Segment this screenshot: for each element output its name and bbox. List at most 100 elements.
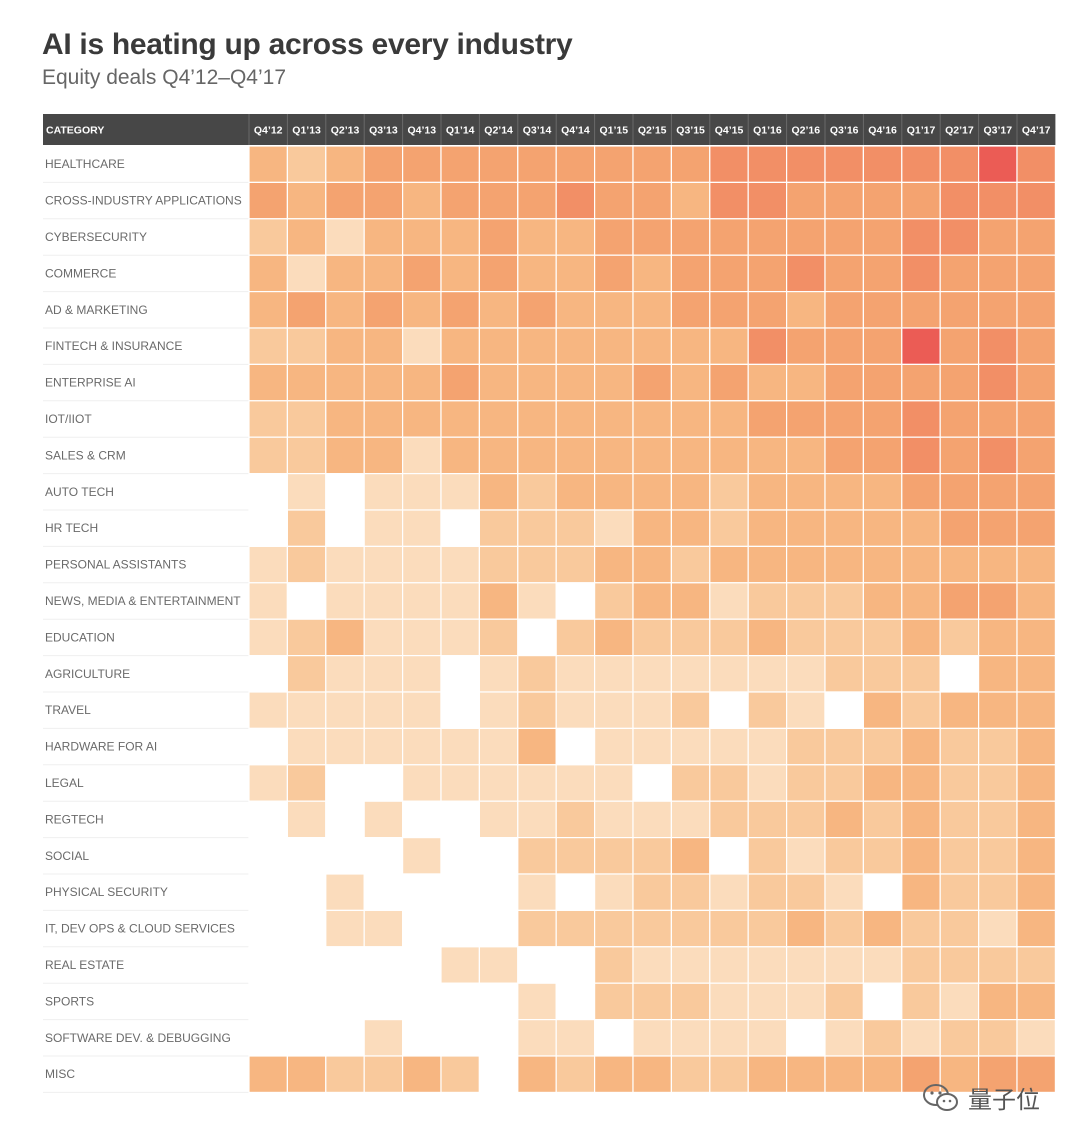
heatmap-cell xyxy=(747,654,788,693)
column-label: Q4’16 xyxy=(868,125,897,137)
column-label: Q1’15 xyxy=(599,125,628,137)
heatmap-cell xyxy=(440,181,481,220)
row-label: MISC xyxy=(45,1067,75,1081)
row-label: CROSS-INDUSTRY APPLICATIONS xyxy=(45,194,242,208)
heatmap-cell xyxy=(517,254,557,293)
heatmap-cell xyxy=(325,181,365,220)
heatmap-cell xyxy=(555,291,596,329)
heatmap-cell xyxy=(555,145,596,184)
heatmap-cell xyxy=(593,363,634,402)
heatmap-cell xyxy=(939,363,980,402)
heatmap-cell xyxy=(747,509,788,548)
heatmap-cell xyxy=(478,436,519,475)
heatmap-cell xyxy=(824,727,865,766)
heatmap-cell xyxy=(632,400,673,438)
heatmap-cell xyxy=(670,764,711,802)
heatmap-cell xyxy=(862,982,903,1021)
heatmap-cell xyxy=(632,363,673,402)
heatmap-cell xyxy=(478,764,519,802)
heatmap-cell xyxy=(901,291,941,329)
heatmap-cell xyxy=(325,254,365,293)
heatmap-cell xyxy=(593,436,634,475)
heatmap-cell xyxy=(785,727,826,766)
heatmap-cell xyxy=(747,291,788,329)
heatmap-cell xyxy=(709,145,749,184)
heatmap-cell xyxy=(939,582,980,620)
heatmap-cell xyxy=(977,363,1018,402)
heatmap-cell xyxy=(593,327,634,366)
heatmap-cell xyxy=(325,764,365,802)
heatmap-cell xyxy=(363,654,404,693)
heatmap-cell xyxy=(1016,764,1057,802)
heatmap-cell xyxy=(824,654,865,693)
heatmap-cell xyxy=(286,727,327,766)
heatmap-cell xyxy=(440,509,481,548)
row-label: FINTECH & INSURANCE xyxy=(45,339,182,353)
heatmap-cell xyxy=(325,327,365,366)
heatmap-cell xyxy=(824,145,865,184)
heatmap-cell xyxy=(977,691,1018,730)
heatmap-cell xyxy=(517,400,557,438)
heatmap-cell xyxy=(632,982,673,1021)
heatmap-cell xyxy=(709,291,749,329)
heatmap-cell xyxy=(747,946,788,984)
heatmap-cell xyxy=(325,145,365,184)
heatmap-cell xyxy=(248,436,289,475)
heatmap-cell xyxy=(785,982,826,1021)
heatmap-cell xyxy=(593,582,634,620)
heatmap-cell xyxy=(670,836,711,875)
heatmap-cell xyxy=(1016,509,1057,548)
heatmap-cell xyxy=(670,254,711,293)
heatmap-cell xyxy=(747,764,788,802)
heatmap-cell xyxy=(901,218,941,256)
heatmap-cell xyxy=(670,946,711,984)
heatmap-cell xyxy=(286,982,327,1021)
heatmap-cell xyxy=(824,582,865,620)
heatmap-cell xyxy=(248,873,289,912)
heatmap-cell xyxy=(555,1018,596,1057)
heatmap-cell xyxy=(1016,873,1057,912)
heatmap-cell xyxy=(363,1055,404,1094)
heatmap-cell xyxy=(862,800,903,839)
heatmap-cell xyxy=(555,946,596,984)
heatmap-cell xyxy=(402,691,442,730)
heatmap-cell xyxy=(862,545,903,584)
heatmap-cell xyxy=(747,800,788,839)
heatmap-cell xyxy=(670,691,711,730)
heatmap-cell xyxy=(402,727,442,766)
heatmap-cell xyxy=(977,946,1018,984)
row-label: HR TECH xyxy=(45,521,98,535)
row-label: COMMERCE xyxy=(45,266,116,280)
row-label: PHYSICAL SECURITY xyxy=(45,885,168,899)
heatmap-cell xyxy=(824,181,865,220)
heatmap-cell xyxy=(517,473,557,511)
heatmap-cell xyxy=(824,400,865,438)
heatmap-cell xyxy=(939,1055,980,1094)
heatmap-cell xyxy=(824,545,865,584)
heatmap-cell xyxy=(555,909,596,948)
heatmap-cell xyxy=(862,254,903,293)
heatmap-cell xyxy=(785,545,826,584)
heatmap-cell xyxy=(325,1055,365,1094)
heatmap-cell xyxy=(632,1055,673,1094)
watermark: 量子位 xyxy=(922,1080,1040,1115)
heatmap-cell xyxy=(517,618,557,657)
heatmap-cell xyxy=(709,1018,749,1057)
heatmap-cell xyxy=(402,545,442,584)
heatmap-cell xyxy=(670,327,711,366)
heatmap-cell xyxy=(593,145,634,184)
heatmap-cell xyxy=(670,909,711,948)
heatmap-cell xyxy=(286,654,327,693)
heatmap-cell xyxy=(363,545,404,584)
heatmap-cell xyxy=(939,181,980,220)
heatmap-cell xyxy=(1016,400,1057,438)
heatmap-cell xyxy=(632,873,673,912)
heatmap-cell xyxy=(363,254,404,293)
heatmap-cell xyxy=(478,218,519,256)
heatmap-cell xyxy=(632,291,673,329)
heatmap-cell xyxy=(478,254,519,293)
heatmap-cell xyxy=(1016,291,1057,329)
heatmap-cell xyxy=(901,509,941,548)
column-label: Q3’15 xyxy=(676,125,705,137)
heatmap-cell xyxy=(824,473,865,511)
